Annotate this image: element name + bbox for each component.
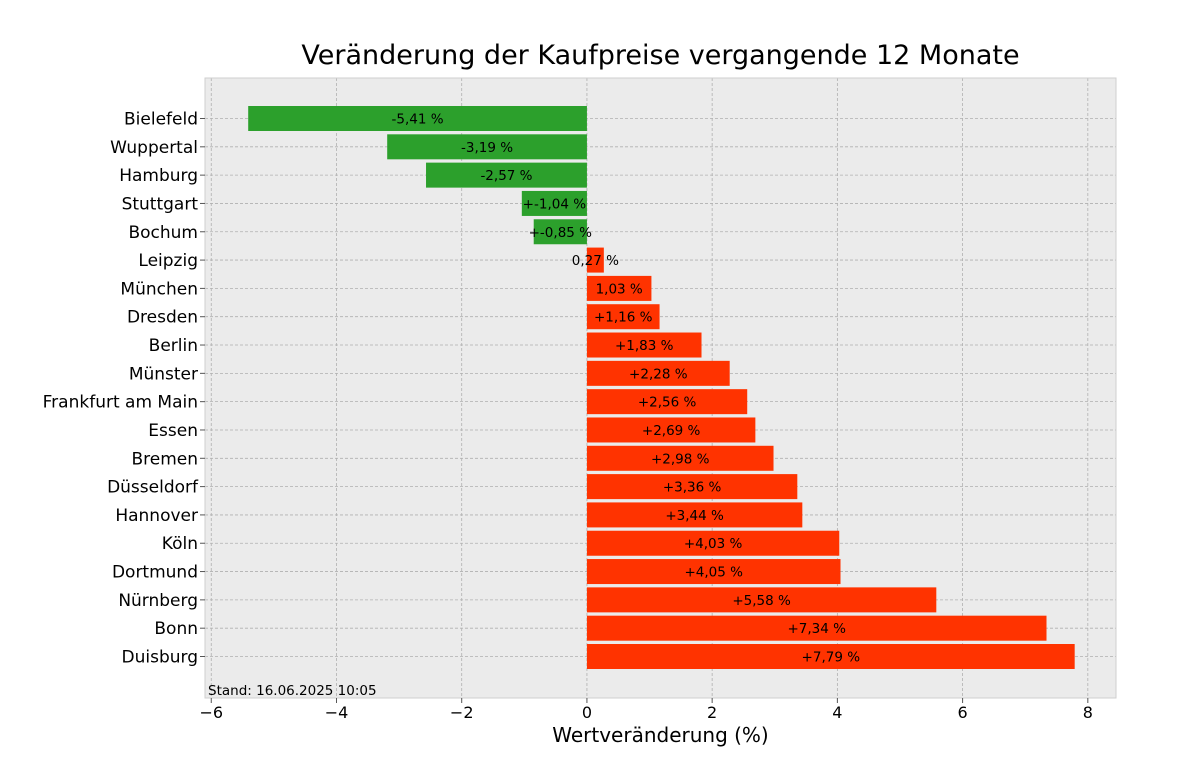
bar [586, 304, 660, 330]
y-tick-label: Bonn [154, 619, 198, 639]
bar [586, 247, 604, 273]
y-tick-label: Köln [162, 534, 198, 554]
bar [586, 530, 840, 556]
x-tick-label: 0 [582, 703, 592, 722]
y-tick-label: Münster [129, 364, 198, 384]
bar [586, 587, 937, 613]
bar [586, 332, 702, 358]
y-tick-label: München [120, 279, 198, 299]
bar [426, 162, 587, 188]
x-tick-label: 2 [707, 703, 717, 722]
bar [586, 360, 730, 386]
y-tick-label: Bielefeld [124, 110, 198, 130]
plot-frame [204, 77, 1117, 699]
bar [586, 275, 652, 301]
x-tick-label: −4 [325, 703, 349, 722]
timestamp-annotation: Stand: 16.06.2025 10:05 [208, 683, 377, 699]
y-tick-label: Frankfurt am Main [43, 393, 198, 413]
y-tick-label: Bremen [131, 449, 198, 469]
y-tick-label: Düsseldorf [107, 478, 199, 498]
bar [387, 134, 587, 160]
bar [586, 644, 1075, 669]
bar-data-label: +1,83 % [615, 338, 674, 354]
y-tick-label: Nürnberg [118, 591, 198, 611]
bar [248, 106, 587, 131]
x-tick-label: −2 [450, 703, 474, 722]
bar [586, 502, 803, 528]
y-tick-label: Hamburg [119, 166, 198, 186]
bar-data-label: +3,44 % [665, 508, 724, 524]
bar [586, 559, 841, 585]
y-tick-label: Duisburg [122, 648, 199, 668]
y-tick-label: Berlin [149, 336, 198, 356]
bar-data-label: -2,57 % [480, 168, 532, 184]
x-axis-label: Wertveränderung (%) [552, 723, 769, 747]
y-tick-label: Essen [148, 421, 198, 441]
x-tick-label: 8 [1083, 703, 1093, 722]
bar-data-label: +1,16 % [594, 310, 653, 326]
bar-data-label: -5,41 % [392, 112, 444, 128]
x-tick-label: 6 [958, 703, 968, 722]
y-tick-label: Bochum [128, 223, 198, 243]
y-tick-label: Dortmund [112, 563, 198, 583]
bar [586, 474, 798, 500]
x-tick-label: 4 [832, 703, 842, 722]
bar [586, 417, 756, 443]
bar [586, 445, 774, 471]
bar-data-label: +2,28 % [629, 366, 688, 382]
bar-data-label: +7,34 % [787, 621, 846, 637]
bar-data-label: -3,19 % [461, 140, 513, 156]
bar-data-label: 1,03 % [596, 281, 643, 297]
bar [533, 219, 587, 245]
y-tick-label: Leipzig [138, 251, 198, 271]
bar [586, 389, 748, 415]
bar-data-label: +2,69 % [642, 423, 701, 439]
bar-data-label: +5,58 % [732, 593, 791, 609]
y-tick-label: Dresden [127, 308, 198, 328]
x-tick-label: −6 [199, 703, 223, 722]
bar-data-label: +4,03 % [684, 536, 743, 552]
bar-data-label: +4,05 % [684, 565, 743, 581]
y-tick-label: Stuttgart [122, 194, 199, 214]
bar-data-label: +-1,04 % [523, 196, 587, 212]
y-tick-label: Hannover [115, 506, 198, 526]
bar-data-label: +3,36 % [663, 480, 722, 496]
bar-data-label: 0,27 % [572, 253, 619, 269]
bar-data-label: +2,98 % [651, 451, 710, 467]
bar [521, 190, 587, 216]
bar-data-label: +-0,85 % [529, 225, 593, 241]
bar-data-label: +7,79 % [802, 650, 861, 666]
bar-data-label: +2,56 % [638, 395, 697, 411]
y-tick-label: Wuppertal [110, 138, 198, 158]
chart-title: Veränderung der Kaufpreise vergangende 1… [301, 40, 1020, 71]
bar [586, 615, 1047, 641]
